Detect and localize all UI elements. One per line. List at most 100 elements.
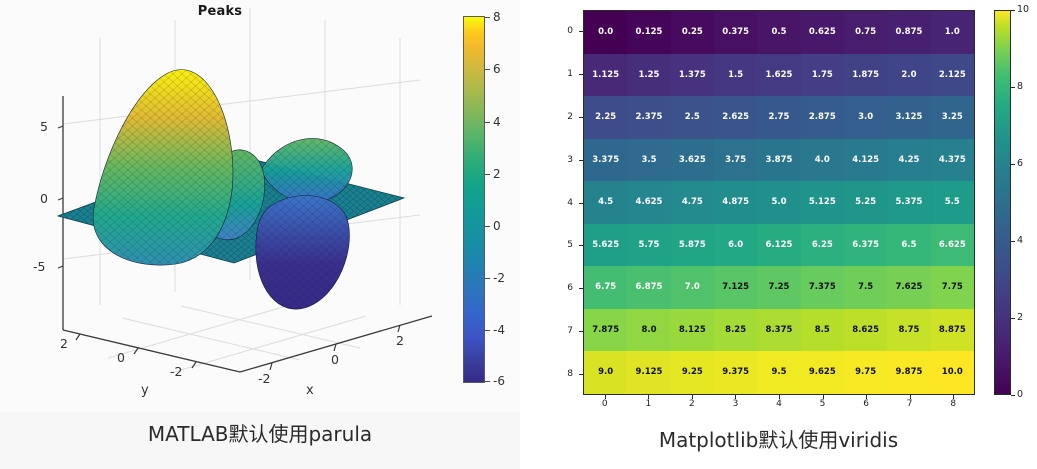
heatmap-cell[interactable]: 7.125 [713,266,758,309]
heatmap-cell[interactable]: 3.25 [930,96,974,139]
heatmap-cell[interactable]: 0.625 [800,11,844,54]
heatmap-cell[interactable]: 6.125 [757,223,801,267]
heatmap-cell[interactable]: 1.25 [627,53,671,97]
heatmap-cell[interactable]: 5.875 [670,223,714,267]
heatmap-cell[interactable]: 7.5 [843,266,888,309]
heatmap-cell[interactable]: 9.125 [627,351,671,394]
heatmap-cell[interactable]: 1.375 [670,53,714,97]
heatmap-cell[interactable]: 3.375 [584,138,628,182]
x-tick-mark [953,395,955,399]
heatmap-cell[interactable]: 2.625 [713,96,758,139]
heatmap-cell[interactable]: 1.75 [800,53,844,97]
heatmap-cell[interactable]: 7.25 [757,266,801,309]
heatmap-cell-value: 5.625 [592,239,620,250]
heatmap-cell-value: 1.875 [852,69,880,80]
heatmap-cell[interactable]: 1.625 [757,53,801,97]
heatmap-grid: 0.0 0.125 0.25 0.375 0.5 0.625 0.75 0.875 1.0 1.1… [583,10,975,395]
colorbar-tick-mark [1011,318,1015,319]
heatmap-cell[interactable]: 8.125 [670,308,714,352]
heatmap-cell[interactable]: 5.375 [887,181,931,224]
heatmap-cell-value: 3.125 [895,112,923,123]
heatmap-cell[interactable]: 2.5 [670,96,714,139]
heatmap-cell[interactable]: 6.75 [584,266,628,309]
heatmap-cell[interactable]: 3.875 [757,138,801,182]
heatmap-cell[interactable]: 2.125 [930,53,974,97]
heatmap-row: 1.125 1.25 1.375 1.5 1.625 1.75 1.875 2.0 2.125 [584,53,974,97]
heatmap-cell[interactable]: 9.75 [843,351,888,394]
colorbar-tick-label: 6 [1017,158,1024,169]
heatmap-cell[interactable]: 4.625 [627,181,671,224]
x-tick-mark [909,395,911,399]
heatmap-cell-value: 3.25 [941,112,963,123]
heatmap-cell[interactable]: 8.0 [627,308,671,352]
heatmap-cell[interactable]: 2.375 [627,96,671,139]
heatmap-cell[interactable]: 5.25 [843,181,888,224]
heatmap-cell[interactable]: 1.125 [584,53,628,97]
heatmap-cell[interactable]: 4.375 [930,138,974,182]
heatmap-cell[interactable]: 8.75 [887,308,931,352]
heatmap-cell[interactable]: 6.5 [887,223,931,267]
heatmap-cell[interactable]: 3.75 [713,138,758,182]
heatmap-cell-value: 2.75 [768,112,790,123]
heatmap-cell[interactable]: 2.0 [887,53,931,97]
parula-colorbar [463,16,485,383]
heatmap-cell[interactable]: 4.25 [887,138,931,182]
heatmap-cell[interactable]: 9.625 [800,351,844,394]
heatmap-cell[interactable]: 2.75 [757,96,801,139]
heatmap-cell[interactable]: 5.625 [584,223,628,267]
heatmap-cell[interactable]: 4.5 [584,181,628,224]
heatmap-cell[interactable]: 6.625 [930,223,974,267]
heatmap-cell[interactable]: 3.5 [627,138,671,182]
heatmap-cell[interactable]: 0.75 [843,11,888,54]
heatmap-cell[interactable]: 7.875 [584,308,628,352]
heatmap-cell[interactable]: 4.125 [843,138,888,182]
heatmap-cell[interactable]: 5.75 [627,223,671,267]
heatmap-cell[interactable]: 6.25 [800,223,844,267]
heatmap-cell[interactable]: 6.875 [627,266,671,309]
heatmap-cell[interactable]: 9.5 [757,351,801,394]
heatmap-cell[interactable]: 0.875 [887,11,931,54]
heatmap-cell[interactable]: 8.625 [843,308,888,352]
heatmap-cell[interactable]: 3.125 [887,96,931,139]
heatmap-cell[interactable]: 1.5 [713,53,758,97]
heatmap-cell[interactable]: 0.0 [584,11,628,54]
y-tick-label: 2 [567,111,573,122]
heatmap-cell[interactable]: 0.125 [627,11,671,54]
heatmap-cell[interactable]: 8.25 [713,308,758,352]
heatmap-cell[interactable]: 10.0 [930,351,974,394]
heatmap-cell[interactable]: 0.375 [713,11,758,54]
heatmap-cell[interactable]: 7.0 [670,266,714,309]
heatmap-cell-value: 4.0 [814,154,830,165]
heatmap-cell[interactable]: 6.375 [843,223,888,267]
heatmap-cell[interactable]: 5.125 [800,181,844,224]
heatmap-cell[interactable]: 9.875 [887,351,931,394]
x-tick-mark [735,395,737,399]
heatmap-cell-value: 1.25 [638,69,660,80]
heatmap-cell[interactable]: 1.875 [843,53,888,97]
heatmap-cell[interactable]: 7.625 [887,266,931,309]
heatmap-cell[interactable]: 4.0 [800,138,844,182]
heatmap-cell[interactable]: 2.25 [584,96,628,139]
heatmap-cell[interactable]: 0.5 [757,11,801,54]
heatmap-cell-value: 5.375 [895,197,923,208]
heatmap-cell[interactable]: 3.0 [843,96,888,139]
y-tick-mark [579,159,583,161]
heatmap-cell[interactable]: 7.75 [930,266,974,309]
heatmap-cell[interactable]: 9.375 [713,351,758,394]
heatmap-cell[interactable]: 8.375 [757,308,801,352]
heatmap-cell[interactable]: 9.0 [584,351,628,394]
heatmap-cell[interactable]: 2.875 [800,96,844,139]
heatmap-cell[interactable]: 1.0 [930,11,974,54]
heatmap-cell[interactable]: 9.25 [670,351,714,394]
heatmap-cell[interactable]: 6.0 [713,223,758,267]
heatmap-cell[interactable]: 8.5 [800,308,844,352]
heatmap-cell[interactable]: 4.75 [670,181,714,224]
heatmap-cell[interactable]: 8.875 [930,308,974,352]
heatmap-cell[interactable]: 7.375 [800,266,844,309]
heatmap-cell[interactable]: 0.25 [670,11,714,54]
heatmap-cell[interactable]: 4.875 [713,181,758,224]
colorbar-tick-label: -4 [493,323,505,337]
heatmap-cell[interactable]: 5.5 [930,181,974,224]
heatmap-cell[interactable]: 3.625 [670,138,714,182]
heatmap-cell[interactable]: 5.0 [757,181,801,224]
